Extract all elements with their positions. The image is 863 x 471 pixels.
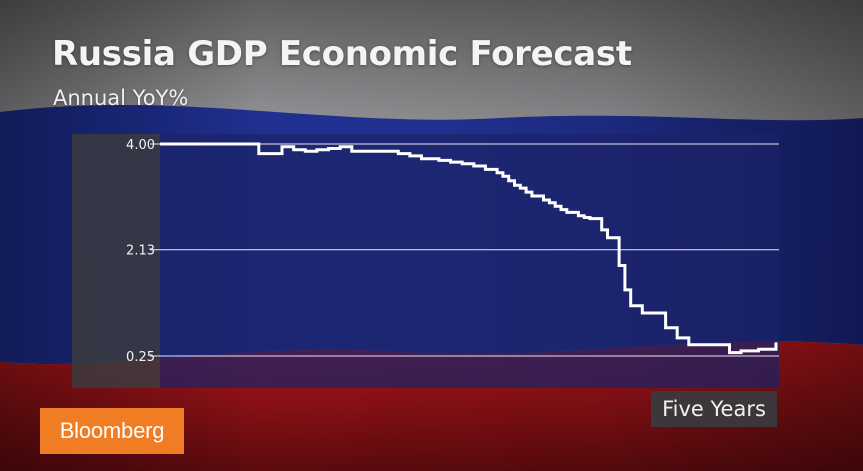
x-axis-label: Five Years [651,391,777,427]
series-line [160,142,778,355]
chart-subtitle: Annual YoY% [53,86,189,110]
y-tick-label-1: 2.13 [126,244,155,259]
y-tick-label-2: 0.25 [126,350,155,365]
y-tick-label-0: 4.00 [126,138,155,153]
y-axis-panel [72,134,160,388]
bloomberg-logo: Bloomberg [40,408,184,454]
plot-area [160,134,779,388]
chart-title: Russia GDP Economic Forecast [52,34,632,74]
